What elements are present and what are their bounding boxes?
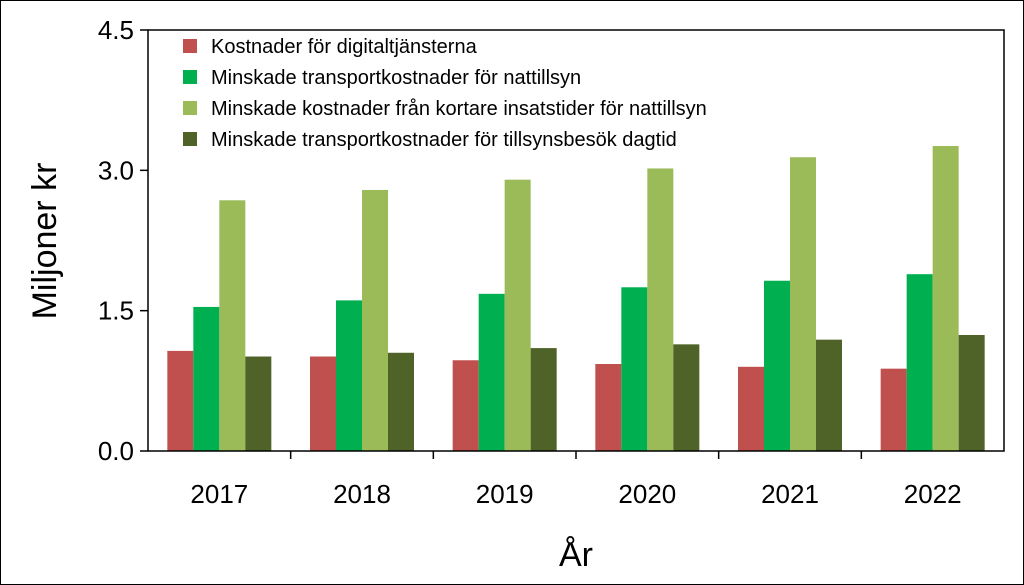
y-axis: 0.0 1.5 3.0 4.5 — [98, 15, 148, 466]
bar-2021-series-4 — [816, 339, 842, 451]
legend-swatch — [183, 132, 197, 146]
bar-2021-series-1 — [738, 366, 764, 451]
legend-swatch — [183, 70, 197, 84]
x-tick-label: 2020 — [618, 479, 676, 509]
legend-label: Minskade transportkostnader för tillsyns… — [211, 129, 677, 151]
y-tick-label: 1.5 — [98, 296, 134, 326]
bar-2019-series-1 — [452, 360, 479, 451]
legend-label: Kostnader för digitaltjänsterna — [211, 36, 478, 58]
bars-group — [167, 146, 985, 452]
bar-2017-series-2 — [193, 306, 220, 451]
bar-2022-series-4 — [958, 334, 985, 451]
bar-2018-series-2 — [336, 300, 362, 451]
bar-2018-series-3 — [362, 189, 388, 452]
bar-2021-series-3 — [790, 157, 816, 452]
legend: Kostnader för digitaltjänsterna Minskade … — [183, 36, 707, 151]
bar-2020-series-2 — [621, 287, 648, 451]
bar-2019-series-2 — [478, 293, 505, 451]
x-tick-label: 2019 — [476, 479, 534, 509]
bar-2021-series-2 — [764, 280, 790, 451]
y-axis-title: Miljoner kr — [26, 163, 64, 320]
bar-2019-series-3 — [504, 179, 531, 451]
y-tick-label: 3.0 — [98, 155, 134, 185]
y-tick-label: 0.0 — [98, 436, 134, 466]
bar-2022-series-3 — [932, 146, 959, 451]
bar-2020-series-1 — [595, 363, 622, 451]
bar-2018-series-4 — [388, 352, 414, 451]
bar-2022-series-1 — [880, 368, 907, 451]
x-tick-label: 2022 — [904, 479, 962, 509]
bar-2017-series-3 — [219, 200, 246, 451]
legend-swatch — [183, 39, 197, 53]
bar-2019-series-4 — [530, 348, 557, 451]
bar-2017-series-4 — [245, 356, 272, 451]
legend-swatch — [183, 101, 197, 115]
x-tick-label: 2018 — [333, 479, 391, 509]
bar-2017-series-1 — [167, 350, 194, 451]
x-tick-label: 2021 — [761, 479, 819, 509]
x-axis: 2017 2018 2019 2020 2021 2022 — [190, 451, 962, 509]
bar-2020-series-4 — [673, 344, 700, 451]
x-axis-title: År — [559, 536, 593, 574]
legend-label: Minskade kostnader från kortare insatsti… — [211, 98, 707, 120]
y-tick-label: 4.5 — [98, 15, 134, 45]
bar-2022-series-2 — [906, 274, 933, 451]
legend-label: Minskade transportkostnader för nattills… — [211, 67, 581, 89]
bar-2018-series-1 — [310, 356, 336, 451]
bar-2020-series-3 — [647, 168, 674, 451]
plot-area — [147, 29, 1005, 452]
x-tick-label: 2017 — [190, 479, 248, 509]
